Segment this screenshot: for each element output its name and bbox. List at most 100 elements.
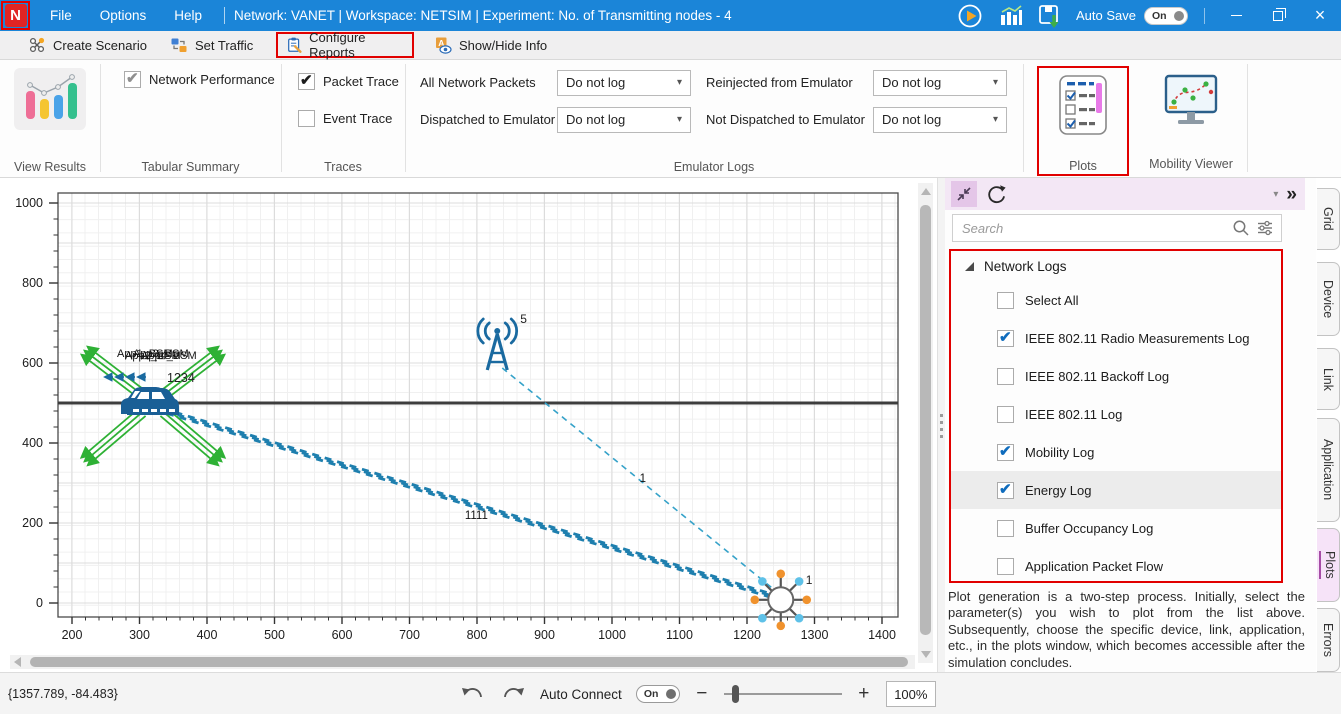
coverage-arrow [166,407,227,459]
maximize-button[interactable] [1257,0,1299,31]
scroll-down-icon[interactable] [921,651,931,658]
undo-icon[interactable] [460,684,486,704]
vertical-scroll-thumb[interactable] [920,205,931,635]
log-item-ieee-802-11-log[interactable]: IEEE 802.11 Log [951,395,1281,433]
chevron-down-icon: ▾ [676,114,682,125]
horizontal-scroll-thumb[interactable] [30,657,908,667]
view-results-button[interactable] [14,68,86,130]
save-button[interactable] [1037,3,1063,29]
dropdown-caret-icon[interactable]: ▾ [1273,188,1279,200]
ribbon-separator [1023,64,1024,172]
scenario-canvas[interactable]: 200 300 400 500 600 700 800 900 1000 1100 1200 1300… [0,178,937,672]
tab-label: Device [1321,279,1335,319]
auto-save-toggle[interactable]: On [1144,6,1188,25]
netsim-logo-icon[interactable]: N [4,4,27,27]
tab-link[interactable]: Link [1317,348,1340,410]
configure-reports-button[interactable]: Configure Reports [276,30,414,60]
y-tick-label: 1000 [15,196,43,210]
zoom-slider[interactable] [723,685,842,703]
zoom-slider-track [723,693,842,695]
checkbox-icon [997,442,1014,461]
traces-checkbox-packet-trace[interactable]: Packet Trace [298,71,399,90]
tab-application[interactable]: Application [1317,418,1340,522]
x-tick-label: 400 [197,628,218,642]
coverage-arrow [82,349,143,396]
show-hide-info-button[interactable]: A Show/Hide Info [428,33,553,57]
save-icon [1039,4,1059,28]
view-results-titlebar-button[interactable] [997,3,1023,29]
redo-icon[interactable] [500,684,526,704]
checkbox-icon [298,110,315,127]
log-item-ieee-802-11-backoff-log[interactable]: IEEE 802.11 Backoff Log [951,357,1281,395]
scroll-up-icon[interactable] [921,188,931,195]
network-logs-list: Select All IEEE 802.11 Radio Measurements… [951,281,1281,581]
set-traffic-button[interactable]: Set Traffic [164,33,259,57]
scenario-plot: 200 300 400 500 600 700 800 900 1000 1100 1200 1300… [15,192,899,642]
log-item-ieee-802-11-radio-measurements-log[interactable]: IEEE 802.11 Radio Measurements Log [951,319,1281,357]
minimize-button[interactable] [1215,0,1257,31]
create-scenario-button[interactable]: Create Scenario [22,33,153,57]
network-performance-checkbox[interactable]: Network Performance [124,69,275,88]
log-item-application-packet-flow[interactable]: Application Packet Flow [951,547,1281,581]
tree-expander-icon[interactable] [965,261,974,271]
emulator-log-dropdown[interactable]: Do not log ▾ [557,107,691,133]
x-tick-label: 300 [129,628,150,642]
plots-button[interactable]: Plots [1037,66,1129,176]
zoom-in-button[interactable]: + [858,683,870,704]
tab-grid[interactable]: Grid [1317,188,1340,250]
filter-icon[interactable] [1256,219,1274,237]
zoom-out-button[interactable]: − [696,683,708,704]
zoom-level-field[interactable]: 100% [885,681,936,707]
refresh-button[interactable] [983,181,1009,207]
scroll-left-icon[interactable] [14,657,21,667]
plot-border [57,192,899,618]
titlebar-actions: Auto Save On × [950,0,1341,31]
ribbon-separator [1247,64,1248,172]
vertical-scrollbar[interactable] [918,183,933,663]
experiment-context: Network: VANET | Workspace: NETSIM | Exp… [234,8,732,23]
zoom-slider-thumb[interactable] [731,685,739,703]
run-simulation-button[interactable] [957,3,983,29]
log-item-mobility-log[interactable]: Mobility Log [951,433,1281,471]
maximize-icon [1273,7,1286,21]
tab-errors[interactable]: Errors [1317,608,1340,672]
group-label-traces: Traces [324,160,362,174]
expand-panel-icon[interactable]: » [1286,183,1297,205]
menu-help[interactable]: Help [174,8,203,23]
collapse-panel-button[interactable] [951,181,977,207]
chart-icon [1001,4,1022,25]
app-link-line [162,407,771,595]
log-item-label: Energy Log [1025,482,1092,498]
close-button[interactable]: × [1299,0,1341,31]
emulator-log-dropdown[interactable]: Do not log ▾ [557,70,691,96]
network-logs-tree-header[interactable]: Network Logs [951,251,1281,281]
search-input[interactable] [953,220,1232,236]
traces-checkbox-event-trace[interactable]: Event Trace [298,110,392,127]
app-label: App4_BSM [141,350,197,362]
log-item-label: IEEE 802.11 Log [1025,406,1123,422]
quick-toolbar: Create Scenario Set Traffic Configure Re… [0,30,1341,60]
status-bar: {1357.789, -84.483} Auto Connect On − + … [0,672,1341,714]
emulator-log-dropdown[interactable]: Do not log ▾ [873,107,1007,133]
log-item-select-all[interactable]: Select All [951,281,1281,319]
horizontal-scrollbar[interactable] [10,655,915,669]
tab-device[interactable]: Device [1317,262,1340,336]
log-item-buffer-occupancy-log[interactable]: Buffer Occupancy Log [951,509,1281,547]
mobility-viewer-button[interactable]: Mobility Viewer [1138,66,1244,176]
y-tick-label: 600 [22,356,43,370]
coverage-arrow [79,407,140,459]
menu-file[interactable]: File [50,8,72,23]
tab-plots[interactable]: Plots [1317,528,1340,602]
collapse-icon [957,187,971,201]
panel-splitter[interactable] [937,178,945,672]
search-icon[interactable] [1232,219,1250,237]
log-item-energy-log[interactable]: Energy Log [951,471,1281,509]
emulator-log-dropdown[interactable]: Do not log ▾ [873,70,1007,96]
auto-connect-toggle[interactable]: On [635,685,680,703]
tab-label: Grid [1321,207,1335,231]
coverage-arrow [166,353,227,400]
app-label: App3_BSM [133,348,189,360]
group-label-tabular-summary: Tabular Summary [141,160,240,174]
ribbon-separator [100,64,101,172]
menu-options[interactable]: Options [99,8,147,23]
